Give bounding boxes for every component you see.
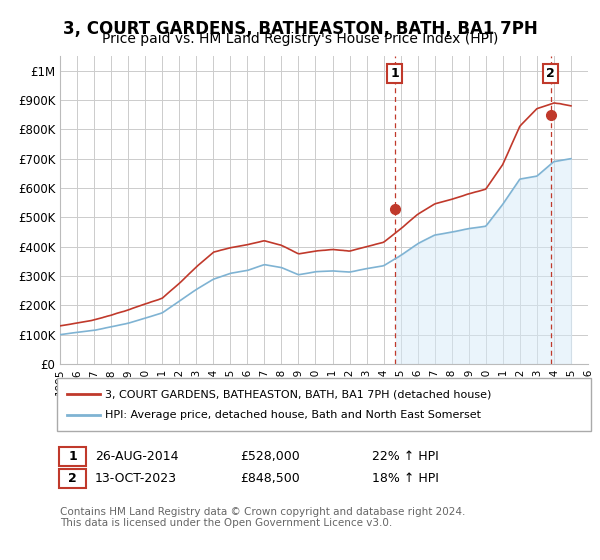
Text: 18% ↑ HPI: 18% ↑ HPI: [372, 472, 439, 486]
Text: 26-AUG-2014: 26-AUG-2014: [95, 450, 178, 463]
Text: 1: 1: [391, 67, 399, 80]
Text: 3, COURT GARDENS, BATHEASTON, BATH, BA1 7PH (detached house): 3, COURT GARDENS, BATHEASTON, BATH, BA1 …: [105, 389, 491, 399]
Text: 3, COURT GARDENS, BATHEASTON, BATH, BA1 7PH: 3, COURT GARDENS, BATHEASTON, BATH, BA1 …: [62, 20, 538, 38]
Text: 1: 1: [68, 450, 77, 463]
Text: 2: 2: [546, 67, 555, 80]
Text: £528,000: £528,000: [240, 450, 300, 463]
Text: Price paid vs. HM Land Registry's House Price Index (HPI): Price paid vs. HM Land Registry's House …: [102, 32, 498, 46]
Text: 2: 2: [68, 472, 77, 486]
Text: 13-OCT-2023: 13-OCT-2023: [95, 472, 177, 486]
Text: 22% ↑ HPI: 22% ↑ HPI: [372, 450, 439, 463]
Text: Contains HM Land Registry data © Crown copyright and database right 2024.
This d: Contains HM Land Registry data © Crown c…: [60, 507, 466, 529]
Text: £848,500: £848,500: [240, 472, 300, 486]
Text: HPI: Average price, detached house, Bath and North East Somerset: HPI: Average price, detached house, Bath…: [105, 410, 481, 420]
